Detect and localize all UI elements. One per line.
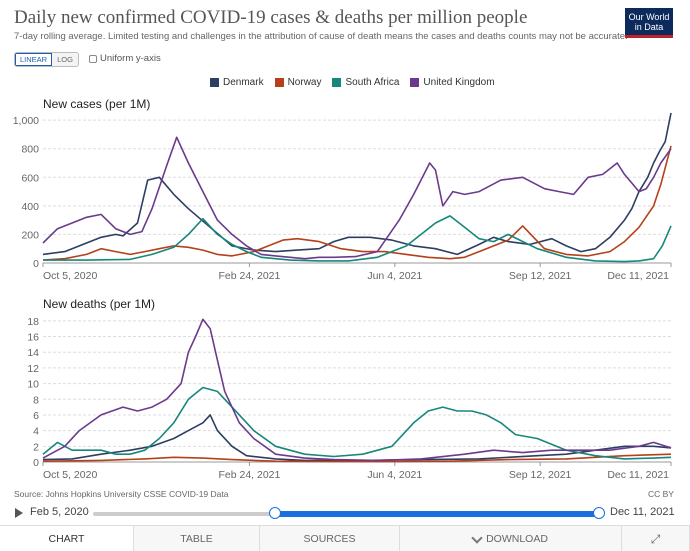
cases-panel-title: New cases (per 1M) xyxy=(43,97,151,111)
cases-x-tick-label: Oct 5, 2020 xyxy=(43,270,97,282)
cases-y-tick-label: 600 xyxy=(21,172,39,184)
cases-x-tick-label: Sep 12, 2021 xyxy=(509,270,572,282)
deaths-x-tick-label: Sep 12, 2021 xyxy=(509,469,572,481)
cases-series-norway xyxy=(42,145,672,261)
scale-toggle: LINEAR LOG xyxy=(14,52,79,67)
deaths-y-tick-label: 6 xyxy=(33,410,39,422)
deaths-series-denmark xyxy=(42,414,672,462)
legend-item-denmark[interactable]: Denmark xyxy=(210,77,264,88)
uniform-y-axis-toggle[interactable]: Uniform y-axis xyxy=(89,53,161,64)
cases-y-tick-label: 1,000 xyxy=(13,115,39,127)
log-scale-button[interactable]: LOG xyxy=(52,53,78,66)
owid-logo[interactable]: Our World in Data xyxy=(625,8,673,38)
tab-table[interactable]: TABLE xyxy=(134,526,260,551)
page-subtitle: 7-day rolling average. Limited testing a… xyxy=(14,31,628,42)
page-title: Daily new confirmed COVID-19 cases & dea… xyxy=(14,7,528,28)
checkbox-icon[interactable] xyxy=(89,54,97,63)
legend-swatch xyxy=(410,78,420,87)
timeline-selected-range xyxy=(275,511,599,517)
deaths-y-tick-label: 14 xyxy=(27,347,39,359)
deaths-y-tick-label: 8 xyxy=(33,394,39,406)
cases-y-tick-label: 200 xyxy=(21,229,39,241)
legend-swatch xyxy=(210,78,219,87)
deaths-y-tick-label: 18 xyxy=(27,316,39,328)
timeline-end-handle[interactable] xyxy=(593,507,605,519)
cases-y-tick-label: 0 xyxy=(33,258,39,270)
legend-label: United Kingdom xyxy=(423,77,495,88)
legend: Denmark Norway South Africa United Kingd… xyxy=(210,77,495,88)
cases-x-tick-label: Feb 24, 2021 xyxy=(218,270,280,282)
tab-download-label: DOWNLOAD xyxy=(486,533,548,545)
tab-sources[interactable]: SOURCES xyxy=(260,526,400,551)
timeline-end-label: Dec 11, 2021 xyxy=(610,506,675,518)
share-icon: ⤢ xyxy=(650,531,661,546)
legend-item-norway[interactable]: Norway xyxy=(274,77,322,88)
deaths-y-tick-label: 0 xyxy=(33,457,39,469)
linear-scale-button[interactable]: LINEAR xyxy=(15,53,53,66)
logo-line1: Our World xyxy=(628,12,670,22)
deaths-x-tick-label: Oct 5, 2020 xyxy=(43,469,97,481)
timeline: Feb 5, 2020 Dec 11, 2021 xyxy=(0,503,690,523)
deaths-x-tick-label: Jun 4, 2021 xyxy=(367,469,422,481)
cases-series-south-africa xyxy=(43,215,672,263)
source-note[interactable]: Source: Johns Hopkins University CSSE CO… xyxy=(14,489,229,499)
deaths-x-tick-label: Dec 11, 2021 xyxy=(607,469,669,481)
cases-y-tick-label: 400 xyxy=(21,201,39,213)
deaths-y-tick-label: 2 xyxy=(33,441,39,453)
deaths-y-tick-label: 12 xyxy=(27,363,39,375)
tab-share[interactable]: ⤢ xyxy=(622,526,690,551)
legend-item-south-africa[interactable]: South Africa xyxy=(332,77,399,88)
deaths-x-tick-label: Feb 24, 2021 xyxy=(218,469,280,481)
license-note[interactable]: CC BY xyxy=(648,489,674,499)
deaths-series-norway xyxy=(42,453,672,463)
charts-area: 0 200 400 600 800 1,000 Oct 5, 2020 Feb 24, 202… xyxy=(13,112,672,481)
uniform-y-axis-label: Uniform y-axis xyxy=(100,53,161,64)
cases-y-tick-label: 800 xyxy=(21,144,39,156)
tab-download[interactable]: DOWNLOAD xyxy=(400,526,622,551)
deaths-y-tick-label: 10 xyxy=(27,379,39,391)
download-icon xyxy=(471,531,483,544)
legend-label: South Africa xyxy=(345,77,400,88)
legend-label: Denmark xyxy=(223,77,264,88)
cases-series-united-kingdom xyxy=(42,136,672,260)
legend-swatch xyxy=(332,78,342,87)
deaths-panel-title: New deaths (per 1M) xyxy=(43,297,156,311)
deaths-series-south-africa xyxy=(42,386,672,460)
legend-label: Norway xyxy=(287,77,322,88)
logo-line2: in Data xyxy=(634,22,664,32)
timeline-start-handle[interactable] xyxy=(269,507,281,519)
cases-series-denmark xyxy=(42,112,672,256)
deaths-y-tick-label: 4 xyxy=(33,426,39,438)
cases-x-tick-label: Dec 11, 2021 xyxy=(607,270,669,282)
tab-bar: CHART TABLE SOURCES DOWNLOAD ⤢ xyxy=(0,525,690,551)
legend-swatch xyxy=(274,78,284,87)
cases-x-tick-label: Jun 4, 2021 xyxy=(367,270,422,282)
tab-chart[interactable]: CHART xyxy=(0,526,134,551)
legend-item-united-kingdom[interactable]: United Kingdom xyxy=(410,77,495,88)
deaths-series-united-kingdom xyxy=(42,318,672,462)
play-icon[interactable] xyxy=(15,508,23,518)
timeline-start-label: Feb 5, 2020 xyxy=(30,506,89,518)
deaths-y-tick-label: 16 xyxy=(27,332,39,344)
